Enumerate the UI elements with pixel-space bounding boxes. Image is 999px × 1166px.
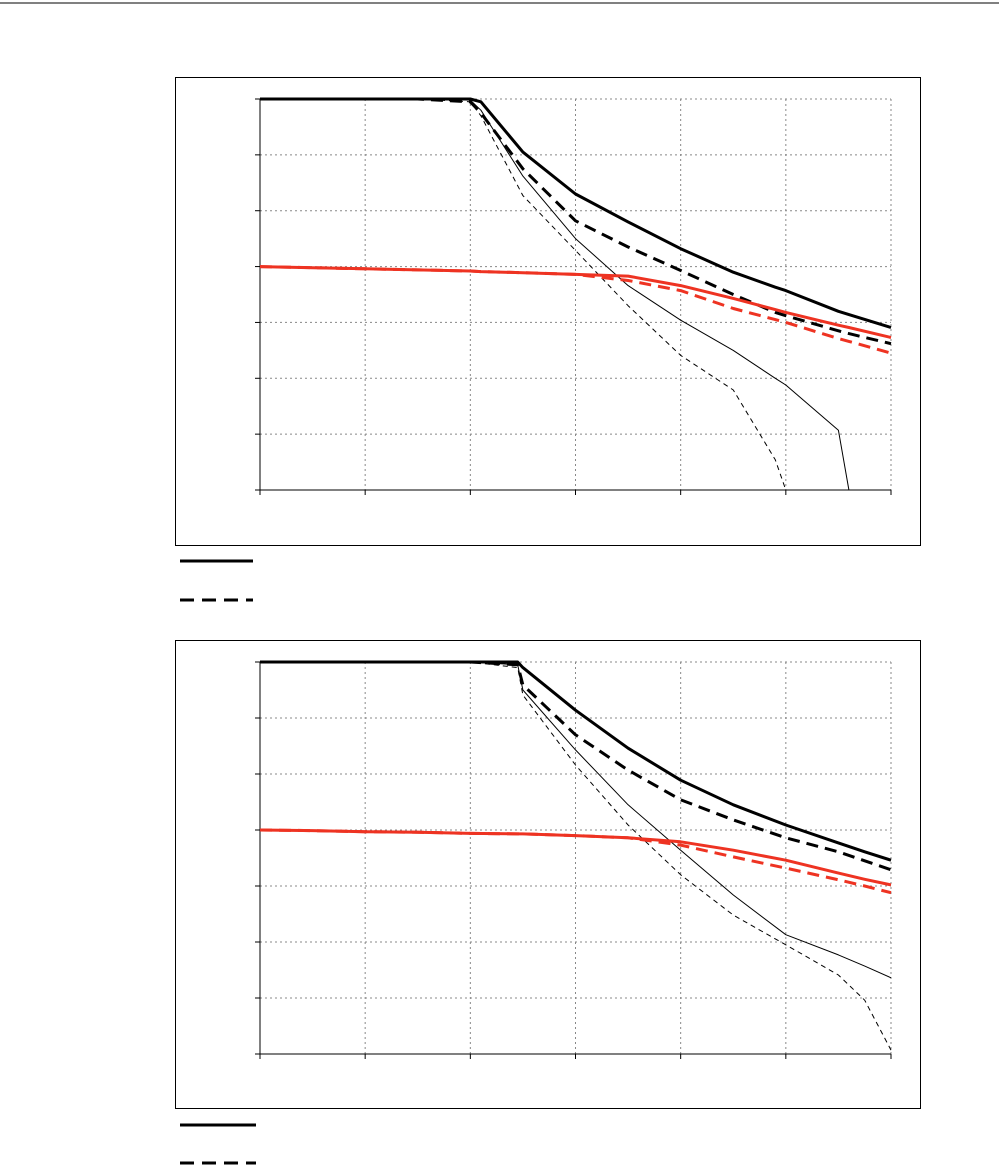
series-line (259, 265, 892, 355)
series-line (260, 661, 892, 979)
series-line (260, 97, 892, 346)
series-line (259, 828, 892, 895)
chart-frame (175, 77, 921, 546)
series-line (260, 661, 892, 1051)
series-line (260, 98, 891, 491)
series-line (259, 265, 892, 339)
